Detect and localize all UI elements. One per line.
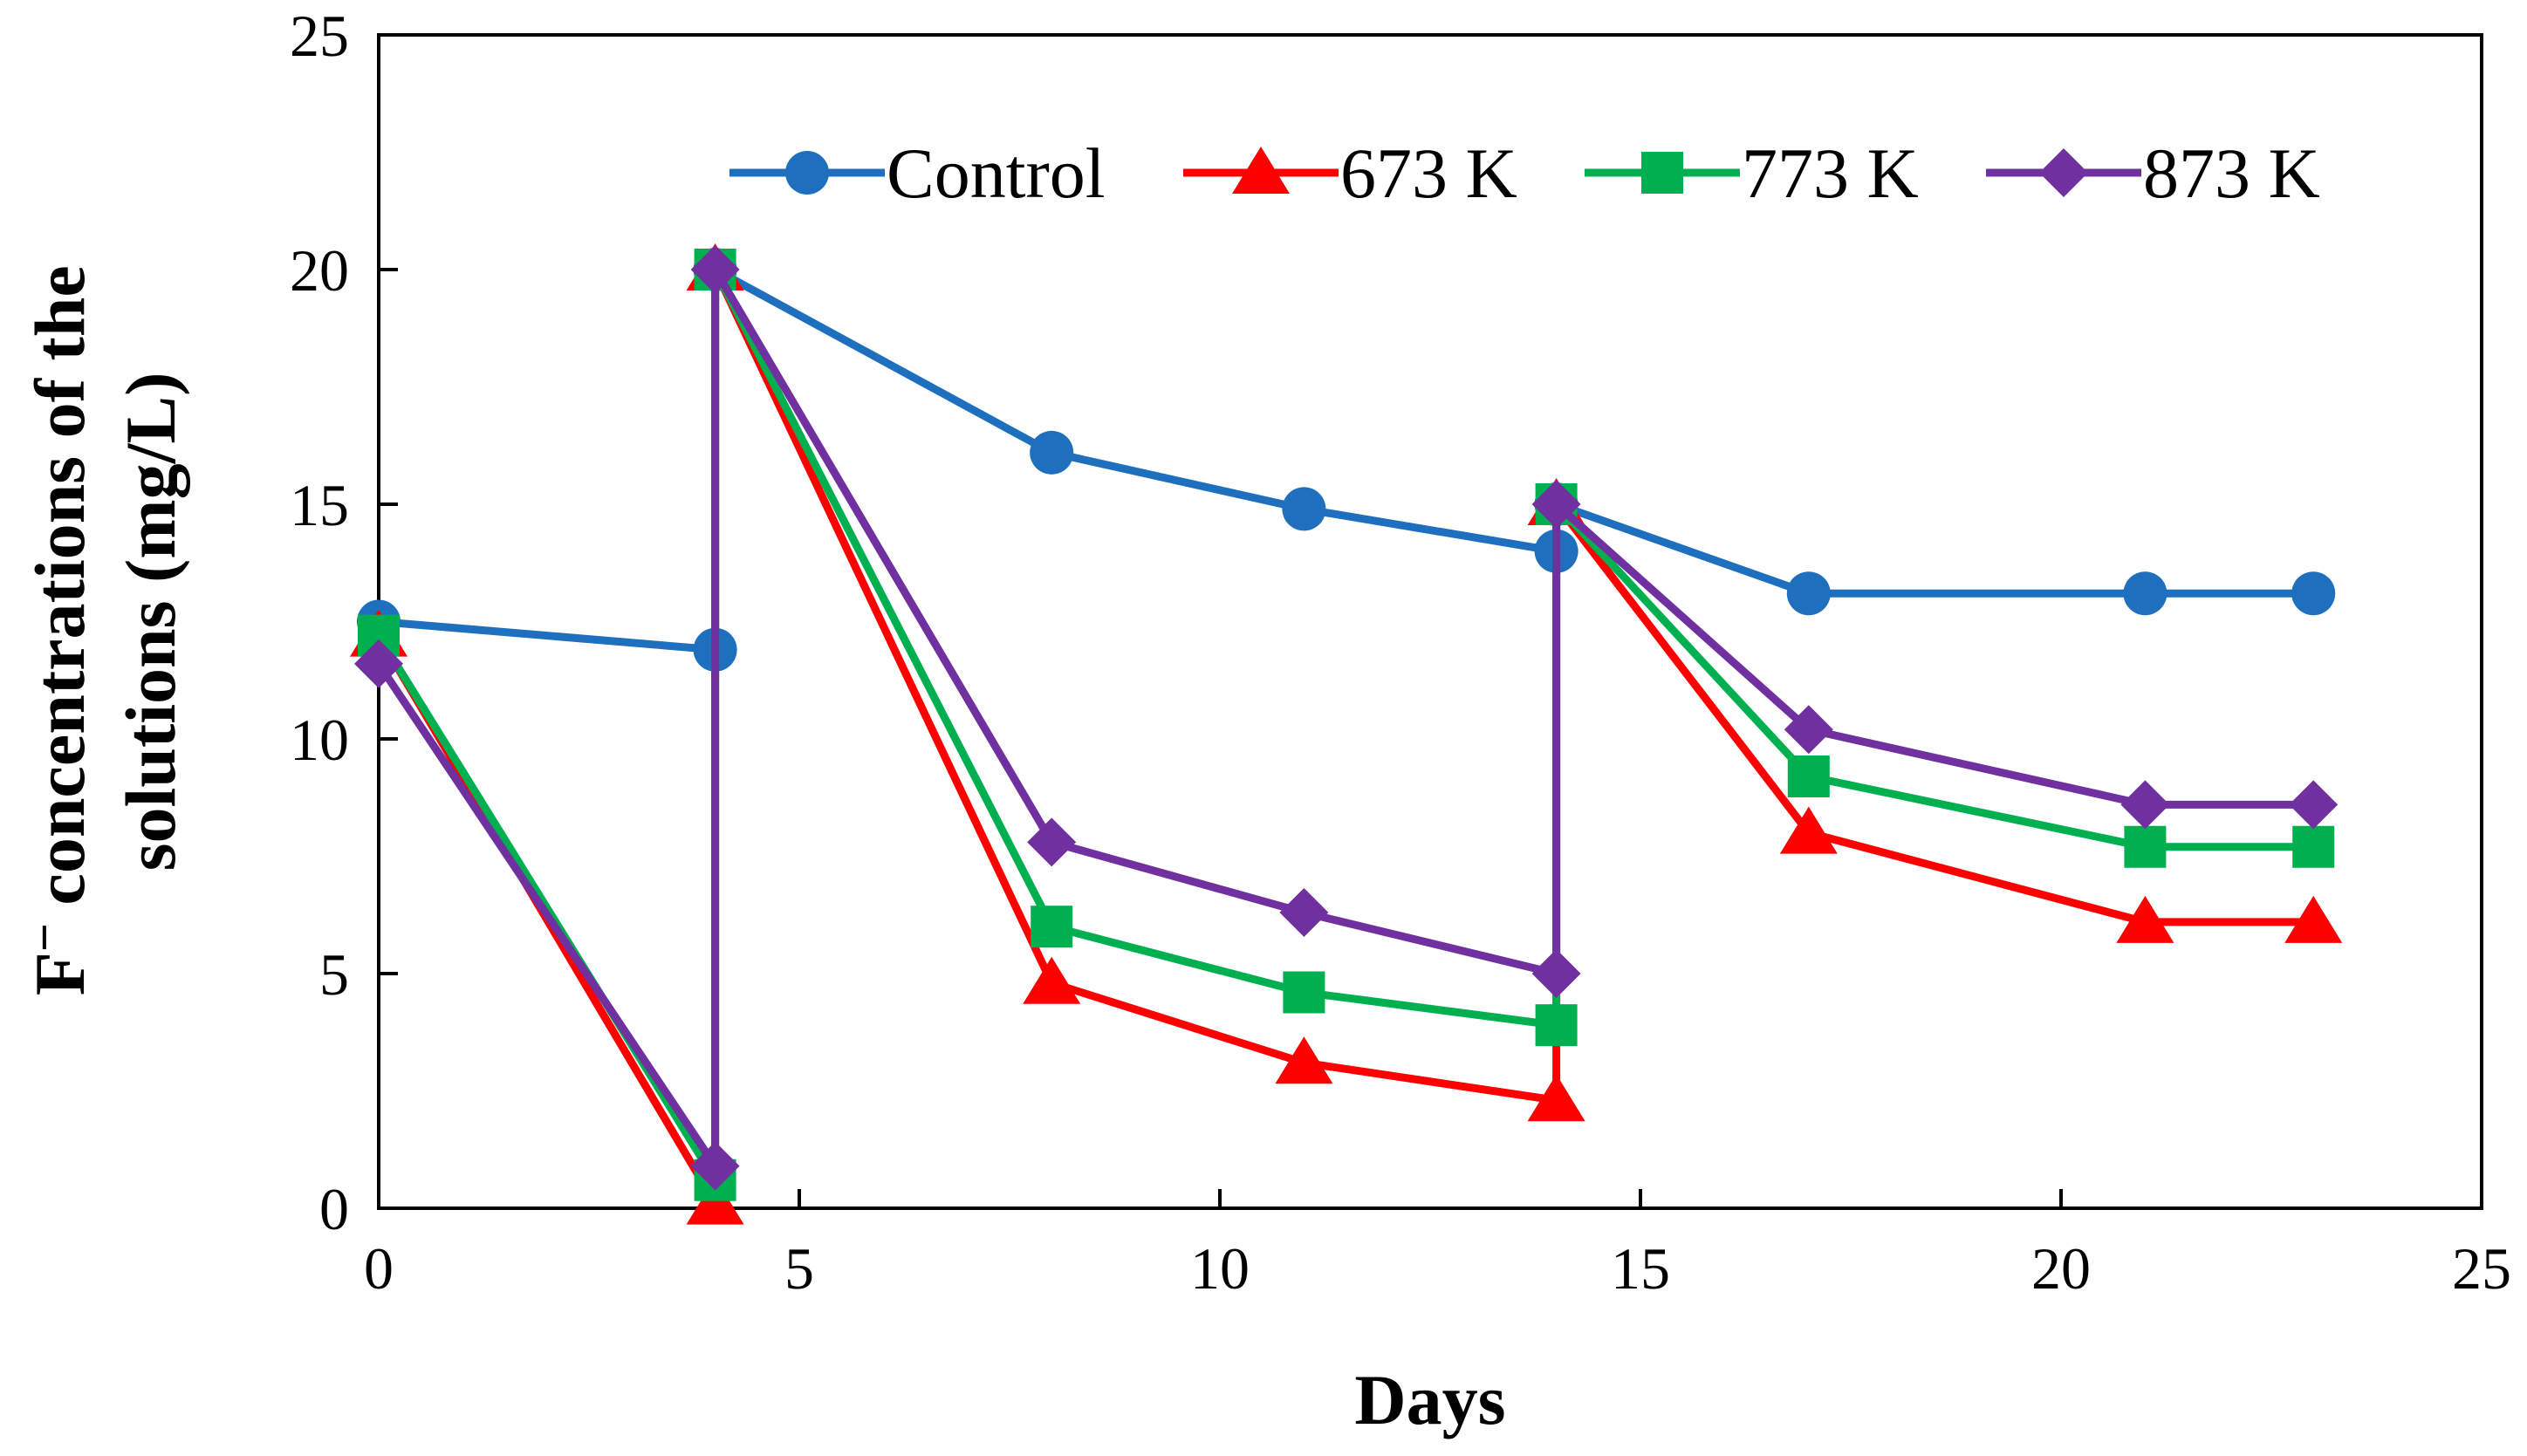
legend-label-873-k: 873 K <box>2143 133 2320 213</box>
data-point-873-k <box>2289 780 2339 830</box>
data-point-873-k <box>1279 888 1329 938</box>
y-tick-label: 15 <box>290 472 349 538</box>
series-line-673-k <box>375 265 2314 1208</box>
data-point-873-k <box>1531 949 1581 998</box>
legend-label-773-k: 773 K <box>1742 133 1919 213</box>
y-axis-title-line2: solutions (mg/L) <box>111 373 190 872</box>
series-line-773-k <box>375 265 2314 1185</box>
data-point-control <box>1786 571 1831 616</box>
y-axis-title-line1-rest: concentrations of the <box>20 265 99 923</box>
y-tick-label: 25 <box>290 3 349 69</box>
data-point-673-k <box>2116 895 2174 943</box>
legend-item-673-k: 673 K <box>1183 133 1517 213</box>
y-axis-title: F− concentrations of the solutions (mg/L… <box>16 248 190 995</box>
x-tick-label: 20 <box>2031 1235 2091 1302</box>
data-point-873-k <box>1027 817 1077 867</box>
x-tick-label: 10 <box>1190 1235 1250 1302</box>
data-point-673-k <box>1275 1036 1333 1084</box>
data-point-673-k <box>1779 806 1838 854</box>
series-line-control <box>378 265 2314 654</box>
x-tick-label: 15 <box>1611 1235 1670 1302</box>
y-tick-label: 20 <box>290 237 349 304</box>
legend-item-873-k: 873 K <box>1986 133 2320 213</box>
data-point-873-k <box>690 245 740 294</box>
data-point-873-k <box>690 1141 740 1191</box>
series-line-873-k <box>375 265 2314 1171</box>
data-point-control <box>1282 487 1326 531</box>
legend: Control 673 K 773 K 873 K <box>729 133 2320 213</box>
legend-item-control: Control <box>729 133 1106 213</box>
y-tick-label: 5 <box>319 941 349 1008</box>
data-point-673-k <box>1527 1074 1585 1122</box>
y-axis-title-superscript: − <box>16 923 72 952</box>
legend-swatch-marker <box>785 151 829 195</box>
legend-swatch-marker <box>1232 147 1290 194</box>
series-control <box>357 248 2336 672</box>
data-point-773-k <box>1535 1004 1578 1047</box>
data-point-873-k <box>2120 780 2170 830</box>
data-point-873-k <box>354 639 403 688</box>
x-tick-label: 0 <box>364 1235 394 1302</box>
legend-swatch-marker <box>1641 152 1683 194</box>
data-point-773-k <box>1031 906 1073 948</box>
data-point-control <box>2291 571 2336 616</box>
data-point-773-k <box>2124 825 2167 868</box>
data-point-673-k <box>1023 956 1081 1004</box>
data-point-873-k <box>1784 705 1833 755</box>
legend-label-control: Control <box>887 133 1106 213</box>
legend-label-673-k: 673 K <box>1340 133 1517 213</box>
legend-swatch-marker <box>2039 148 2088 197</box>
data-point-773-k <box>1787 755 1830 798</box>
x-tick-label: 5 <box>784 1235 814 1302</box>
data-point-873-k <box>1531 480 1581 529</box>
data-point-773-k <box>1283 971 1325 1014</box>
x-axis-title: Days <box>1354 1360 1505 1439</box>
x-tick-label: 25 <box>2452 1235 2511 1302</box>
data-point-773-k <box>2292 825 2335 868</box>
y-tick-label: 0 <box>319 1176 349 1242</box>
y-tick-label: 10 <box>290 707 349 773</box>
series-873-k <box>354 245 2339 1191</box>
y-axis-title-prefix: F <box>20 952 99 995</box>
plot-area: 0 5 10 15 20 25 0 5 10 15 20 25 <box>290 3 2511 1302</box>
data-point-control <box>1030 430 1074 475</box>
data-point-control <box>2123 571 2167 616</box>
data-point-673-k <box>2284 895 2343 943</box>
legend-item-773-k: 773 K <box>1585 133 1919 213</box>
y-axis-title-line1: F− concentrations of the <box>16 265 99 995</box>
series-773-k <box>358 249 2335 1201</box>
axis-labels: Days F− concentrations of the solutions … <box>16 248 1506 1439</box>
series-layer <box>350 243 2343 1225</box>
